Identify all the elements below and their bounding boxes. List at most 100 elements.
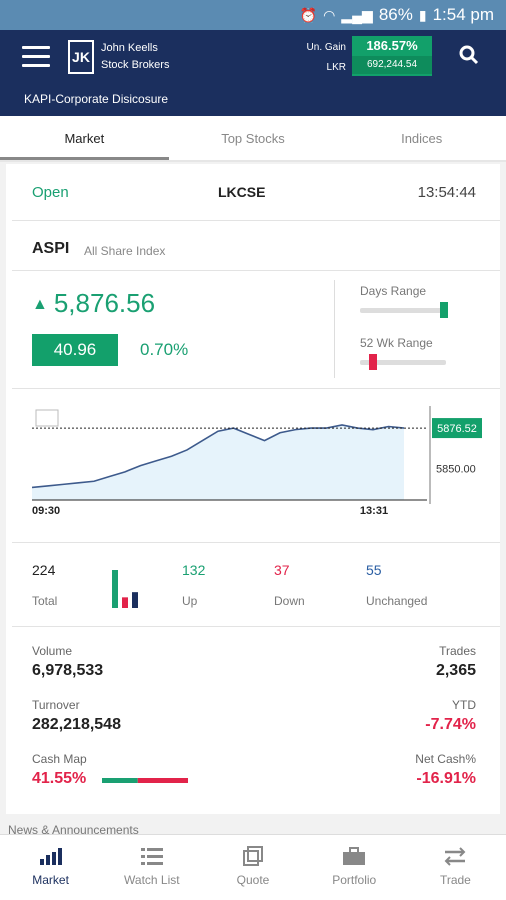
- breadth-bar-down: [122, 597, 128, 608]
- gain-percent: 186.57%: [366, 38, 418, 53]
- trades-label: Trades: [439, 644, 476, 658]
- up-arrow-icon: ▲: [32, 296, 48, 314]
- unchanged-count: 55: [366, 562, 382, 578]
- news-header[interactable]: News & Announcements: [8, 823, 139, 837]
- divider: [12, 270, 500, 271]
- gain-value: 692,244.54: [352, 56, 432, 74]
- nav-trade-label: Trade: [439, 873, 471, 887]
- wk52-range-thumb: [368, 354, 377, 370]
- chart-expand-icon[interactable]: [35, 409, 59, 427]
- market-panel: Open LKCSE 13:54:44 ASPI All Share Index…: [6, 164, 500, 814]
- nav-quote-label: Quote: [236, 873, 270, 887]
- nav-market[interactable]: Market: [0, 835, 101, 900]
- x-tick-end: 13:31: [360, 505, 388, 517]
- tab-indices[interactable]: Indices: [401, 131, 443, 146]
- market-time: 13:54:44: [417, 184, 476, 201]
- brand-line2: Stock Brokers: [101, 59, 170, 71]
- up-count: 132: [182, 562, 206, 578]
- days-range-thumb: [440, 302, 449, 318]
- change-badge: 40.96: [32, 334, 118, 366]
- divider: [12, 542, 500, 543]
- nav-watchlist-label: Watch List: [124, 873, 180, 887]
- wifi-icon: ◠: [323, 6, 336, 23]
- total-count: 224: [32, 562, 56, 578]
- alarm-icon: ⏰: [299, 6, 318, 23]
- cashmap-value: 41.55%: [32, 770, 87, 787]
- ytd-value: -7.74%: [425, 716, 476, 733]
- cashmap-sell-segment: [137, 778, 188, 783]
- y-tick-label: 5850.00: [436, 464, 476, 476]
- trade-arrows-icon: [444, 847, 466, 866]
- turnover-label: Turnover: [32, 698, 80, 712]
- turnover-value: 282,218,548: [32, 716, 121, 733]
- menu-icon[interactable]: [22, 46, 50, 68]
- days-range-track: [360, 302, 449, 318]
- bottom-nav: Market Watch List Quote Portfolio Trade: [0, 834, 506, 900]
- nav-portfolio-label: Portfolio: [332, 873, 377, 887]
- list-icon: [140, 848, 163, 865]
- unchanged-label: Unchanged: [366, 594, 428, 608]
- nav-portfolio[interactable]: Portfolio: [304, 835, 405, 900]
- days-range-label: Days Range: [360, 284, 427, 298]
- chart-area: [32, 424, 404, 500]
- current-value-tag: [432, 418, 482, 439]
- breadth-bar-unchanged: [132, 592, 138, 608]
- cashmap-label: Cash Map: [32, 752, 87, 766]
- jk-logo: JK: [68, 40, 94, 74]
- index-full-name: All Share Index: [84, 244, 166, 258]
- exchange-name: LKCSE: [218, 184, 266, 200]
- wk52-range-label: 52 Wk Range: [360, 336, 433, 350]
- breadth-bars: [112, 570, 138, 608]
- volume-value: 6,978,533: [32, 662, 104, 679]
- tab-market[interactable]: Market: [0, 116, 169, 160]
- gain-box[interactable]: 186.57% 692,244.54: [352, 36, 432, 76]
- search-icon[interactable]: [458, 44, 480, 66]
- current-value-label: 5876.52: [437, 423, 477, 435]
- briefcase-icon: [343, 847, 366, 865]
- cashmap-bar: [102, 778, 188, 783]
- breadth-bar-up: [112, 570, 118, 608]
- index-value-text: 5,876.56: [53, 288, 156, 318]
- app-bar: JK John Keells Stock Brokers Un. Gain LK…: [0, 30, 506, 116]
- cashmap-buy-segment: [102, 778, 138, 783]
- volume-label: Volume: [32, 644, 73, 658]
- tab-top-stocks[interactable]: Top Stocks: [221, 131, 285, 146]
- nav-trade[interactable]: Trade: [405, 835, 506, 900]
- change-percent: 0.70%: [140, 340, 189, 359]
- down-label: Down: [274, 594, 305, 608]
- divider: [12, 626, 500, 627]
- index-chart[interactable]: 5876.52 5850.00 09:30 13:31: [32, 402, 482, 520]
- page-subtitle: KAPI-Corporate Disicosure: [24, 92, 169, 106]
- chart-bars-icon: [39, 848, 62, 865]
- market-status: Open: [32, 184, 69, 201]
- down-count: 37: [274, 562, 290, 578]
- chart-line: [32, 424, 405, 489]
- netcash-label: Net Cash%: [415, 752, 476, 766]
- x-tick-start: 09:30: [32, 505, 60, 517]
- nav-watchlist[interactable]: Watch List: [101, 835, 202, 900]
- battery-percent: 86%: [378, 5, 413, 24]
- index-name: ASPI: [32, 240, 70, 257]
- up-label: Up: [182, 594, 198, 608]
- total-label: Total: [32, 594, 58, 608]
- quote-icon: [243, 846, 263, 866]
- nav-quote[interactable]: Quote: [202, 835, 303, 900]
- gain-labels: Un. Gain LKR: [304, 38, 346, 78]
- clock: 1:54 pm: [432, 5, 494, 24]
- index-value: ▲ 5,876.56: [32, 288, 155, 319]
- tab-bar: Market Top Stocks Indices: [0, 116, 506, 162]
- netcash-value: -16.91%: [416, 770, 476, 787]
- brand-name: John Keells Stock Brokers: [101, 40, 169, 74]
- battery-icon: ▮: [418, 6, 427, 23]
- signal-icon: ▂▄▆: [341, 6, 373, 23]
- trades-value: 2,365: [435, 662, 476, 679]
- divider: [12, 388, 500, 389]
- nav-market-label: Market: [32, 873, 69, 887]
- gain-label: Un. Gain: [306, 42, 346, 53]
- divider: [12, 220, 500, 221]
- brand-line1: John Keells: [101, 42, 158, 54]
- ytd-label: YTD: [452, 698, 476, 712]
- lkr-label: LKR: [326, 62, 346, 73]
- status-bar: ⏰ ◠ ▂▄▆ 86% ▮ 1:54 pm: [0, 0, 506, 30]
- divider: [334, 280, 335, 378]
